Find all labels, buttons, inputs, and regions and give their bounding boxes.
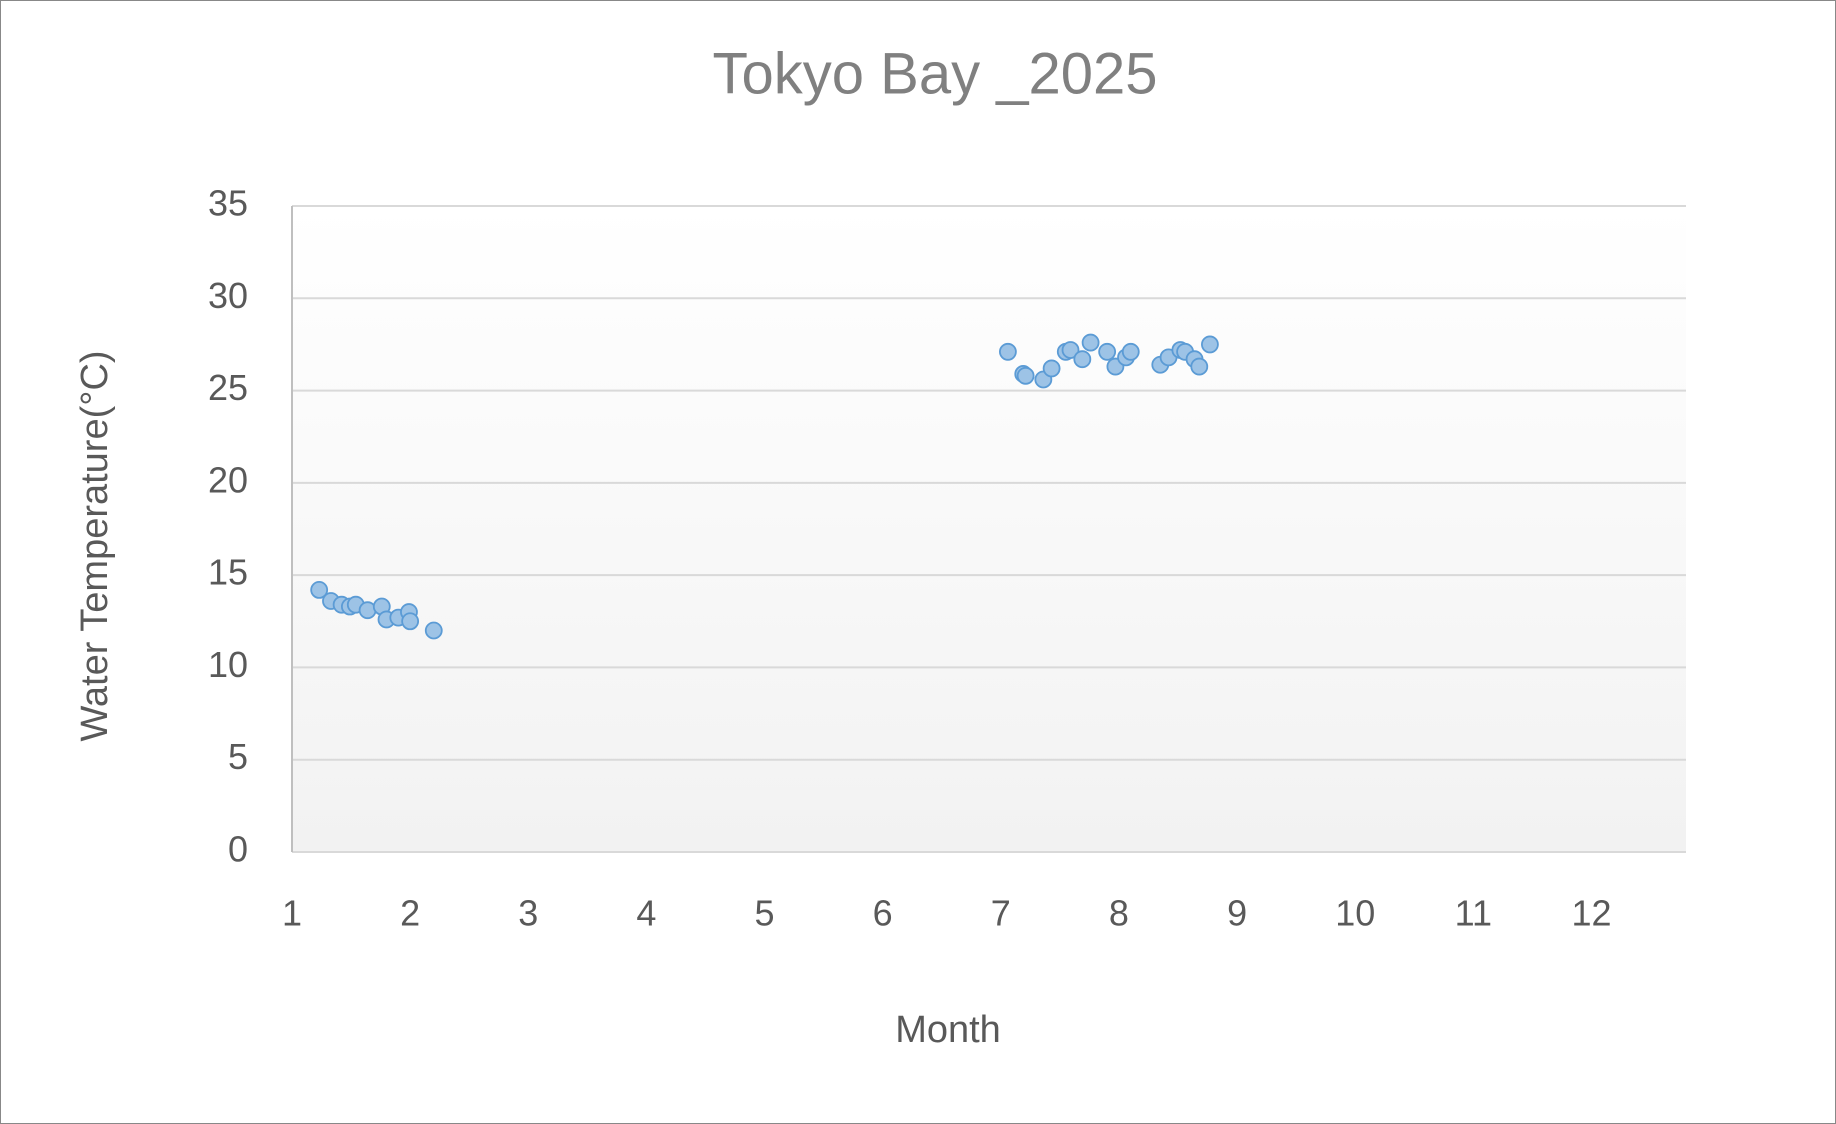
y-tick-label: 10 [208,644,248,685]
x-tick-label: 12 [1571,893,1611,934]
scatter-point [1061,341,1080,359]
x-tick-label: 7 [991,893,1011,934]
x-tick-label: 5 [755,893,775,934]
y-tick-label: 0 [228,829,248,870]
x-tick-label: 8 [1109,893,1129,934]
x-tick-label: 1 [282,893,302,934]
scatter-point [999,342,1017,361]
y-tick-label: 30 [208,275,248,316]
scatter-point [401,612,420,631]
x-tick-label: 10 [1335,893,1375,934]
y-tick-label: 5 [228,736,248,777]
scatter-point [1098,342,1117,361]
scatter-point [1016,366,1035,385]
chart-title: Tokyo Bay _2025 [713,41,1158,106]
y-tick-label: 35 [208,183,248,224]
y-tick-label: 20 [208,459,248,500]
x-tick-label: 9 [1227,893,1247,934]
x-tick-label: 6 [873,893,893,934]
scatter-point [1081,333,1100,352]
x-axis-title: Month [895,1009,1001,1051]
y-tick-label: 15 [208,552,248,593]
scatter-point [1042,359,1061,378]
scatter-point [1073,350,1092,369]
x-tick-label: 3 [518,893,538,934]
scatter-point [1121,342,1140,361]
scatter-point [310,581,329,599]
y-tick-label: 25 [208,367,248,408]
x-tick-label: 4 [636,893,656,934]
scatter-point [1201,335,1219,354]
x-tick-label: 11 [1455,893,1492,934]
plot-area [292,206,1686,852]
x-tick-label: 2 [400,893,420,934]
scatter-point [1190,357,1209,376]
scatter-point [424,621,443,640]
y-axis-title: Water Temperature(°C) [74,350,116,741]
